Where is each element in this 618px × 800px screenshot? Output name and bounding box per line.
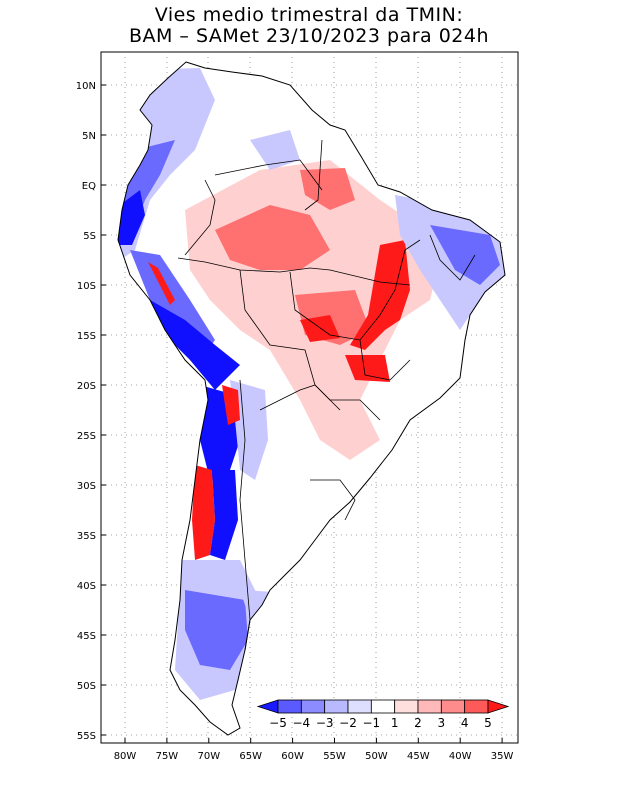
x-tick-label: 40W xyxy=(449,751,472,762)
x-tick-label: 55W xyxy=(323,751,346,762)
border-venezuela-brazil xyxy=(214,159,323,191)
blue-light-chile-andes xyxy=(230,380,268,480)
x-tick-label: 50W xyxy=(365,751,388,762)
y-tick-label: 5S xyxy=(83,231,96,242)
colorbar-label: −2 xyxy=(339,716,357,730)
blue-mid-patagonia xyxy=(185,590,248,670)
y-tick-label: 50S xyxy=(77,681,96,692)
x-tick-label: 45W xyxy=(407,751,430,762)
colorbar: −5 −4 −3 −2 −1 1 2 3 4 5 xyxy=(256,699,510,730)
colorbar-bin xyxy=(277,699,302,714)
red-strong-atacama xyxy=(222,385,240,425)
border-brazil-states-d xyxy=(314,384,381,421)
y-tick-label: 35S xyxy=(77,531,96,542)
colorbar-label: 4 xyxy=(461,716,469,730)
colorbar-bin xyxy=(324,699,349,714)
colorbar-label: −3 xyxy=(316,716,334,730)
border-colombia-peru xyxy=(184,179,216,256)
y-tick-label: 5N xyxy=(82,131,96,142)
colorbar-bin xyxy=(394,699,419,714)
red-light-south-east xyxy=(300,400,380,460)
border-uruguay xyxy=(310,479,356,521)
red-strong-goias xyxy=(345,355,390,382)
y-tick-label: 30S xyxy=(77,481,96,492)
x-tick-label: 80W xyxy=(114,751,137,762)
colorbar-bin xyxy=(300,699,326,714)
y-tick-label: 15S xyxy=(77,331,96,342)
blue-strong-central-andes xyxy=(210,470,238,560)
border-guyana xyxy=(304,139,323,211)
border-brazil-states-b xyxy=(429,234,476,281)
y-tick-label: 40S xyxy=(77,581,96,592)
colorbar-bin xyxy=(370,699,396,714)
y-tick-label: EQ xyxy=(82,181,96,192)
x-tick-label: 35W xyxy=(491,751,514,762)
y-axis-ticks: 10N 5N EQ 5S 10S 15S 20S 25S 30S 35S 40S 45S 50S 55S xyxy=(76,81,106,742)
colorbar-max-arrow xyxy=(487,699,510,714)
colorbar-bin xyxy=(440,699,466,714)
colorbar-label: 5 xyxy=(484,716,492,730)
border-brazil-states-c xyxy=(359,339,411,381)
x-tick-label: 60W xyxy=(281,751,304,762)
y-tick-label: 10S xyxy=(77,281,96,292)
colorbar-label: 1 xyxy=(391,716,399,730)
red-strong-tocantins xyxy=(350,240,410,350)
colorbar-label: −4 xyxy=(292,716,310,730)
colorbar-bin xyxy=(464,699,489,714)
blue-strong-ecuador xyxy=(118,190,145,245)
map-title-line1: Vies medio trimestral da TMIN: xyxy=(154,4,464,26)
red-strong-peru-strip xyxy=(148,262,175,305)
x-tick-label: 65W xyxy=(239,751,262,762)
country-borders xyxy=(177,139,476,651)
border-chile-argentina xyxy=(239,379,251,651)
y-tick-label: 25S xyxy=(77,431,96,442)
blue-light-northeast xyxy=(395,195,505,330)
border-brazil-states-a xyxy=(289,239,421,341)
y-tick-label: 10N xyxy=(76,81,96,92)
blue-light-guyana xyxy=(250,130,300,170)
blue-mid-northeast xyxy=(430,225,500,285)
colorbar-bin xyxy=(417,699,442,714)
border-bolivia xyxy=(239,269,316,386)
red-strong-central-chile xyxy=(192,465,215,560)
colorbar-label: 2 xyxy=(414,716,422,730)
map-title-line2: BAM – SAMet 23/10/2023 para 024h xyxy=(128,25,490,47)
y-tick-label: 45S xyxy=(77,631,96,642)
x-tick-label: 70W xyxy=(197,751,220,762)
colorbar-bin xyxy=(347,699,372,714)
red-mid-amazon-west xyxy=(215,205,330,270)
colorbar-label: 3 xyxy=(438,716,446,730)
y-tick-label: 20S xyxy=(77,381,96,392)
y-tick-label: 55S xyxy=(77,731,96,742)
colorbar-label: −5 xyxy=(269,716,287,730)
blue-strong-peru xyxy=(150,300,240,390)
x-tick-label: 75W xyxy=(156,751,179,762)
border-brazil-north xyxy=(177,257,411,286)
colorbar-label: −1 xyxy=(362,716,380,730)
x-axis-ticks: 80W 75W 70W 65W 60W 55W 50W 45W 40W 35W xyxy=(114,738,514,762)
